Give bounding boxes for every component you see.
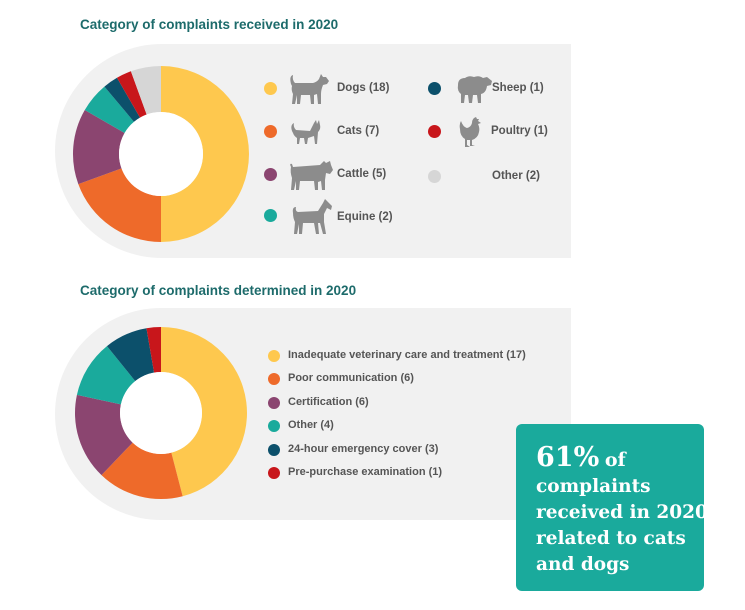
donut-slice-dogs [161, 66, 249, 242]
legend-label: Inadequate veterinary care and treatment… [288, 349, 526, 361]
legend-swatch [264, 82, 277, 95]
chicken-icon [459, 117, 481, 147]
legend-label: Cats (7) [337, 125, 380, 137]
legend-item-equine: Equine (2) [264, 197, 414, 237]
legend-swatch [268, 444, 280, 456]
legend-label: Poultry (1) [491, 125, 548, 137]
legend-item-other: Other (2) [428, 160, 568, 194]
legend-label: Sheep (1) [492, 82, 544, 94]
legend-swatch [428, 82, 441, 95]
chart-title-received: Category of complaints received in 2020 [80, 17, 339, 32]
horse-icon [292, 199, 332, 234]
donut-slice-inadequate-veterinary-care-and-treatment [161, 327, 248, 497]
legend-swatch [268, 420, 280, 432]
legend-label: Cattle (5) [337, 168, 387, 180]
donut-slice-poultry [117, 71, 147, 118]
donut-slice-other [76, 346, 136, 405]
legend-label: Equine (2) [337, 211, 393, 223]
legend-label: Other (4) [288, 419, 334, 431]
legend-label: Dogs (18) [337, 82, 390, 94]
legend-label: 24-hour emergency cover (3) [288, 443, 439, 455]
donut-slice-other [130, 66, 161, 115]
donut-slice-poor-communication [101, 442, 183, 499]
stat-callout: 61% of complaints received in 2020 relat… [516, 424, 708, 591]
legend-swatch [268, 397, 280, 409]
donut-slice-pre-purchase-examination [146, 327, 161, 373]
donut-slice-cats [78, 168, 161, 242]
legend-item-dogs: Dogs (18) [264, 72, 414, 106]
legend-label: Certification (6) [288, 396, 369, 408]
donut-slice-24-hour-emergency-cover [106, 328, 155, 382]
donut-slice-cattle [72, 110, 125, 185]
legend-item-cats: Cats (7) [264, 115, 414, 149]
donut-hole [119, 112, 203, 196]
donut-chart-determined [75, 327, 248, 499]
donut-slice-sheep [104, 77, 140, 122]
cat-icon [291, 120, 321, 144]
legend-swatch [428, 170, 441, 183]
sheep-icon [457, 76, 492, 103]
legend-swatch [268, 467, 280, 479]
callout-text: complaints received in 2020 related to c… [536, 476, 708, 575]
legend-swatch [428, 125, 441, 138]
legend-item-cattle: Cattle (5) [264, 158, 414, 192]
cow-icon [290, 161, 333, 190]
donut-chart-received [72, 66, 249, 242]
donut-slice-equine [84, 86, 135, 133]
legend-swatch [268, 373, 280, 385]
legend-label: Poor communication (6) [288, 372, 414, 384]
dog-icon [290, 74, 329, 104]
legend-swatch [264, 209, 277, 222]
legend-swatch [268, 350, 280, 362]
legend-swatch [264, 168, 277, 181]
donut-hole [120, 372, 202, 454]
callout-percent: 61% [536, 442, 600, 473]
chart-title-determined: Category of complaints determined in 202… [80, 283, 357, 298]
callout-of: of [604, 449, 626, 471]
legend-item-sheep: Sheep (1) [428, 72, 568, 106]
donut-slice-certification [75, 394, 133, 476]
legend-label: Pre-purchase examination (1) [288, 466, 443, 478]
legend-label: Other (2) [492, 170, 540, 182]
legend-item-poultry: Poultry (1) [428, 115, 568, 149]
legend-swatch [264, 125, 277, 138]
